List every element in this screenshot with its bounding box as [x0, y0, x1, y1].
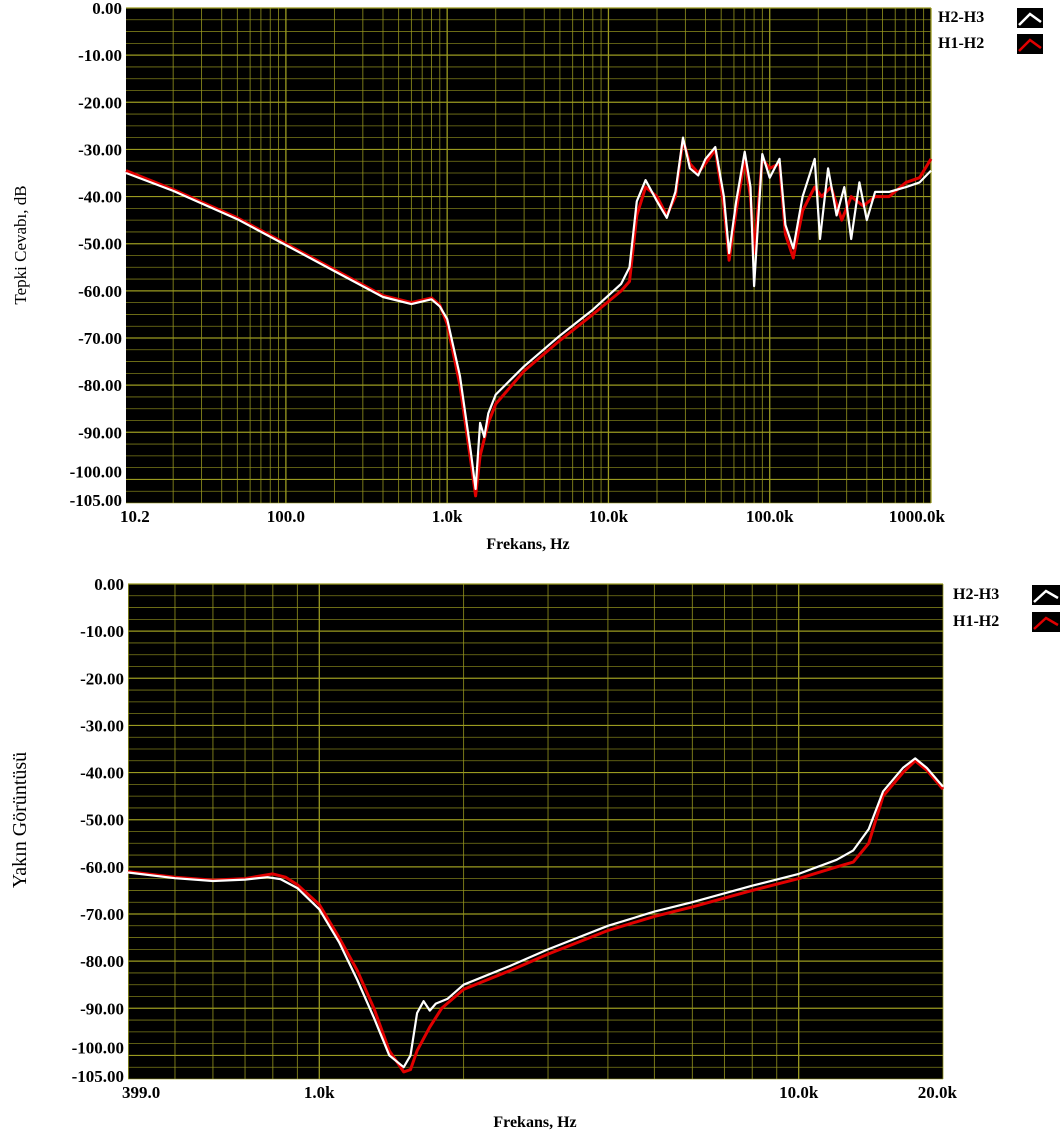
- y-tick-label: 0.00: [94, 575, 124, 594]
- y-tick-label: -80.00: [78, 376, 122, 395]
- x-tick-label: 20.0k: [918, 1083, 958, 1102]
- x-tick-label: 10.0k: [589, 507, 629, 526]
- legend-line-h2-h3: [1018, 12, 1042, 26]
- legend-swatch-h1-h2: [1017, 34, 1043, 54]
- x-tick-label: 1.0k: [432, 507, 463, 526]
- x-tick-label: 1.0k: [304, 1083, 335, 1102]
- y-tick-label: -80.00: [80, 952, 124, 971]
- y-tick-label: -100.00: [72, 1038, 124, 1057]
- series-line-h2-h3: [125, 136, 932, 490]
- chart-frequency-response: 0.00 -10.00 -20.00 -30.00 -40.00 -50.00 -60.00…: [11, 0, 1043, 553]
- legend: H2-H3 H1-H2: [938, 8, 1043, 54]
- y-tick-label: -70.00: [78, 329, 122, 348]
- x-tick-label: 100.0k: [746, 507, 794, 526]
- y-tick-label: -60.00: [78, 282, 122, 301]
- y-tick-label: -30.00: [80, 716, 124, 735]
- x-axis-title: Frekans, Hz: [493, 1114, 576, 1131]
- series-lines: [127, 757, 945, 1074]
- y-tick-label: -90.00: [78, 423, 122, 442]
- y-tick-label: -70.00: [80, 905, 124, 924]
- x-tick-label: 399.0: [122, 1083, 160, 1102]
- legend-line-h2-h3: [1033, 589, 1059, 603]
- series-line-h2-h3: [127, 757, 944, 1069]
- x-tick-label: 10.2: [120, 507, 150, 526]
- y-tick-label: -105.00: [70, 491, 122, 510]
- legend-label-h1-h2: H1-H2: [938, 35, 984, 52]
- y-axis-title: Tepki Cevabı, dB: [11, 185, 30, 304]
- y-tick-labels: 0.00 -10.00 -20.00 -30.00 -40.00 -50.00 -60.00…: [72, 575, 124, 1086]
- x-tick-label: 100.0: [267, 507, 305, 526]
- y-axis-title: Yakın Görüntüsü: [9, 752, 31, 888]
- series-line-h1-h2: [127, 759, 945, 1074]
- x-tick-labels: 10.2 100.0 1.0k 10.0k 100.0k 1000.0k: [120, 507, 946, 526]
- legend-label-h2-h3: H2-H3: [953, 586, 999, 603]
- x-tick-labels: 399.0 1.0k 10.0k 20.0k: [122, 1083, 958, 1102]
- legend-line-h1-h2: [1033, 616, 1059, 630]
- y-tick-label: -100.00: [70, 462, 122, 481]
- y-tick-label: -50.00: [78, 235, 122, 254]
- y-tick-label: 0.00: [92, 0, 122, 18]
- y-tick-label: -90.00: [80, 999, 124, 1018]
- chart-zoom-view: 0.00 -10.00 -20.00 -30.00 -40.00 -50.00 -60.00…: [9, 575, 1060, 1131]
- legend-line-h1-h2: [1018, 38, 1042, 52]
- y-tick-label: -40.00: [78, 188, 122, 207]
- series-lines: [125, 136, 933, 498]
- legend-swatch-h1-h2: [1032, 612, 1060, 632]
- y-tick-label: -10.00: [78, 46, 122, 65]
- y-tick-label: -60.00: [80, 858, 124, 877]
- y-tick-label: -20.00: [80, 669, 124, 688]
- legend: H2-H3 H1-H2: [953, 585, 1060, 632]
- legend-swatch-h2-h3: [1017, 8, 1043, 28]
- y-tick-label: -20.00: [78, 93, 122, 112]
- y-tick-label: -30.00: [78, 140, 122, 159]
- legend-label-h2-h3: H2-H3: [938, 9, 984, 26]
- x-tick-label: 10.0k: [779, 1083, 819, 1102]
- y-tick-label: -40.00: [80, 764, 124, 783]
- y-tick-label: -105.00: [72, 1067, 124, 1086]
- x-tick-label: 1000.0k: [889, 507, 946, 526]
- y-tick-label: -50.00: [80, 811, 124, 830]
- legend-swatch-h2-h3: [1032, 585, 1060, 605]
- x-axis-title: Frekans, Hz: [486, 536, 569, 553]
- y-tick-labels: 0.00 -10.00 -20.00 -30.00 -40.00 -50.00 -60.00…: [70, 0, 122, 510]
- y-tick-label: -10.00: [80, 622, 124, 641]
- legend-label-h1-h2: H1-H2: [953, 613, 999, 630]
